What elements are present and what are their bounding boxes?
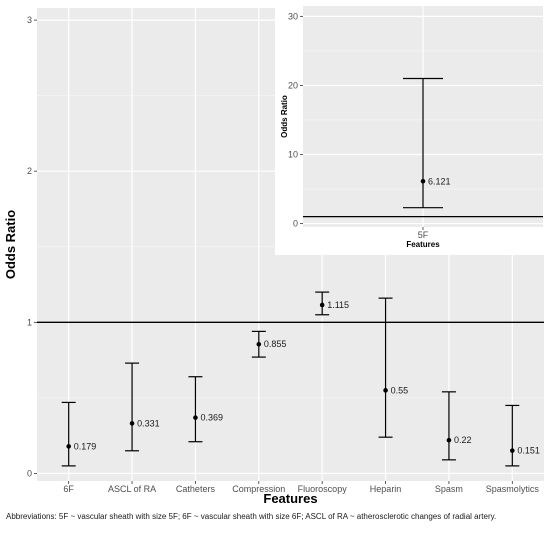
- inset-point: [420, 178, 426, 184]
- inset-x-tick-label: 5F: [418, 230, 429, 240]
- main-point: [510, 448, 515, 453]
- main-x-tick-label: Fluoroscopy: [298, 484, 348, 494]
- main-point: [446, 437, 452, 443]
- main-value-label: 0.369: [200, 413, 223, 423]
- abbreviations-footnote: Abbreviations: 5F ~ vascular sheath with…: [6, 512, 497, 521]
- main-x-tick-label: Spasmolytics: [486, 484, 540, 494]
- main-x-axis-title: Features: [263, 491, 317, 506]
- main-y-tick-label: 1: [27, 317, 32, 327]
- inset-y-tick-label: 30: [288, 11, 298, 21]
- main-point: [319, 302, 325, 308]
- inset-x-axis-title: Features: [406, 240, 440, 249]
- inset-y-tick-label: 20: [288, 80, 298, 90]
- main-value-label: 0.855: [264, 339, 287, 349]
- main-y-tick-label: 0: [27, 468, 32, 478]
- main-value-label: 0.331: [137, 418, 160, 428]
- main-y-axis-title: Odds Ratio: [3, 210, 18, 279]
- main-x-tick-label: Compression: [232, 484, 285, 494]
- main-point: [256, 341, 262, 347]
- main-x-tick-label: 6F: [63, 484, 74, 494]
- main-x-tick-label: Heparin: [370, 484, 402, 494]
- main-y-tick-label: 2: [27, 166, 32, 176]
- main-point: [66, 444, 71, 449]
- main-point: [129, 421, 135, 426]
- main-value-label: 0.22: [454, 435, 472, 445]
- main-x-tick-label: Catheters: [176, 484, 216, 494]
- main-y-tick-label: 3: [27, 15, 32, 25]
- main-value-label: 1.115: [327, 300, 349, 310]
- inset-value-label: 6.121: [428, 176, 451, 186]
- main-x-tick-label: ASCL of RA: [108, 484, 156, 494]
- inset-y-tick-label: 10: [288, 149, 298, 159]
- inset-y-axis-title: Odds Ratio: [280, 95, 289, 138]
- main-point: [383, 388, 388, 393]
- main-x-tick-label: Spasm: [435, 484, 463, 494]
- main-point: [193, 415, 198, 420]
- main-value-label: 0.55: [391, 385, 409, 395]
- main-value-label: 0.179: [74, 441, 97, 451]
- main-value-label: 0.151: [517, 446, 540, 456]
- inset-y-tick-label: 0: [293, 219, 298, 229]
